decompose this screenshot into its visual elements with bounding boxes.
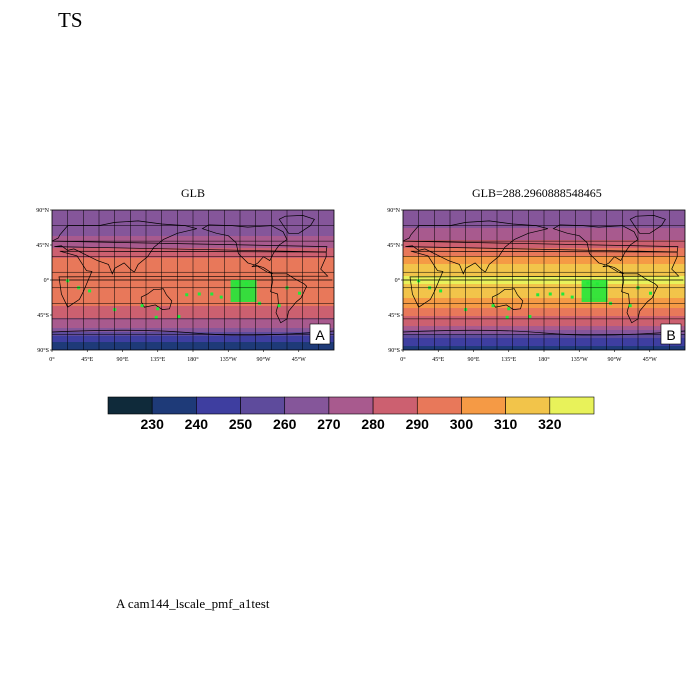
lat-tick-label: 90°N [387,207,400,214]
marker-point [536,293,540,297]
marker-point [185,293,189,297]
lon-tick-label: 135°W [220,356,237,363]
marker-point [154,315,158,319]
colorbar-label: 310 [494,416,518,432]
marker-point [439,289,443,293]
lon-tick-label: 45°W [643,356,657,363]
colorbar-swatch [505,396,551,415]
colorbar-swatch [461,396,506,415]
lat-tick-label: 0° [395,277,401,284]
panel-badge-box [309,323,331,345]
lon-tick-label: 135°E [501,356,516,363]
marker-point [210,292,214,296]
colorbar-swatch [372,396,418,415]
coastline [201,224,288,275]
marker-point [548,292,552,296]
lon-tick-label: 45°E [432,356,444,363]
colorbar-label: 270 [317,416,341,432]
colorbar-label: 230 [141,416,165,432]
coastline [629,215,666,234]
lat-tick-label: 45°S [37,312,49,319]
marker-point [140,304,144,308]
marker-point [197,292,201,296]
coastline [140,288,173,310]
colorbar-label: 280 [361,416,385,432]
colorbar: 230 240 250 260 270 280 290 300 310 320 [107,396,595,432]
lon-tick-label: 45°W [292,356,306,363]
footer-caption: A cam144_lscale_pmf_a1test [116,596,270,611]
coastline [621,273,659,324]
panel-badge-label: A [315,327,325,343]
lat-tick-label: 45°N [36,242,49,249]
colorbar-swatch [284,396,330,415]
coastline [552,224,639,275]
marker-point [628,304,632,308]
coastline [278,215,315,234]
page-title: TS [58,8,83,32]
lat-tick-label: 45°S [388,312,400,319]
marker-point [507,307,511,311]
lon-tick-label: 135°E [150,356,165,363]
colorbar-swatch [549,396,595,415]
lon-tick-label: 180° [538,356,550,363]
panel-badge-box [660,323,682,345]
panel-badge-label: B [666,327,675,343]
colorbar-swatch [196,396,241,415]
colorbar-label: 320 [538,416,562,432]
lat-tick-label: 90°S [37,347,49,354]
marker-point [156,307,160,311]
marker-point [505,315,509,319]
lon-tick-label: 90°E [467,356,479,363]
marker-region [581,280,608,302]
marker-point [561,292,565,296]
lon-tick-label: 135°W [571,356,588,363]
lon-tick-label: 90°W [607,356,621,363]
lon-tick-label: 0° [49,356,55,363]
colorbar-label: 290 [406,416,430,432]
colorbar-swatch [107,396,153,415]
marker-point [528,315,532,319]
lon-tick-label: 45°E [81,356,93,363]
marker-point [88,289,92,293]
lat-tick-label: 90°N [36,207,49,214]
colorbar-swatch [240,396,286,415]
lat-tick-label: 90°S [388,347,400,354]
colorbar-label: 250 [229,416,253,432]
panel-b-title: GLB=288.2960888548465 [472,186,602,200]
lon-tick-label: 90°E [116,356,128,363]
colorbar-label: 260 [273,416,297,432]
colorbar-swatch [151,396,197,415]
lon-tick-label: 90°W [256,356,270,363]
map-panel-a: A90°N45°N0°45°S90°S0° 45°E 90°E 135°E 180° 13… [36,207,335,363]
colorbar-label: 240 [185,416,209,432]
marker-point [649,291,653,295]
marker-point [177,315,181,319]
marker-point [298,291,302,295]
lat-tick-label: 45°N [387,242,400,249]
colorbar-swatch [328,396,374,415]
panel-a-title: GLB [181,186,205,200]
coastline [491,288,524,310]
colorbar-label: 300 [450,416,474,432]
lon-tick-label: 0° [400,356,406,363]
marker-point [570,295,574,299]
marker-point [491,304,495,308]
marker-point [219,295,223,299]
marker-point [277,304,281,308]
coastline [270,273,308,324]
marker-region [230,280,257,302]
map-panel-b: B90°N45°N0°45°S90°S0° 45°E 90°E 135°E 180° 13… [387,207,686,363]
lat-tick-label: 0° [44,277,50,284]
lon-tick-label: 180° [187,356,199,363]
colorbar-swatch [416,396,462,415]
